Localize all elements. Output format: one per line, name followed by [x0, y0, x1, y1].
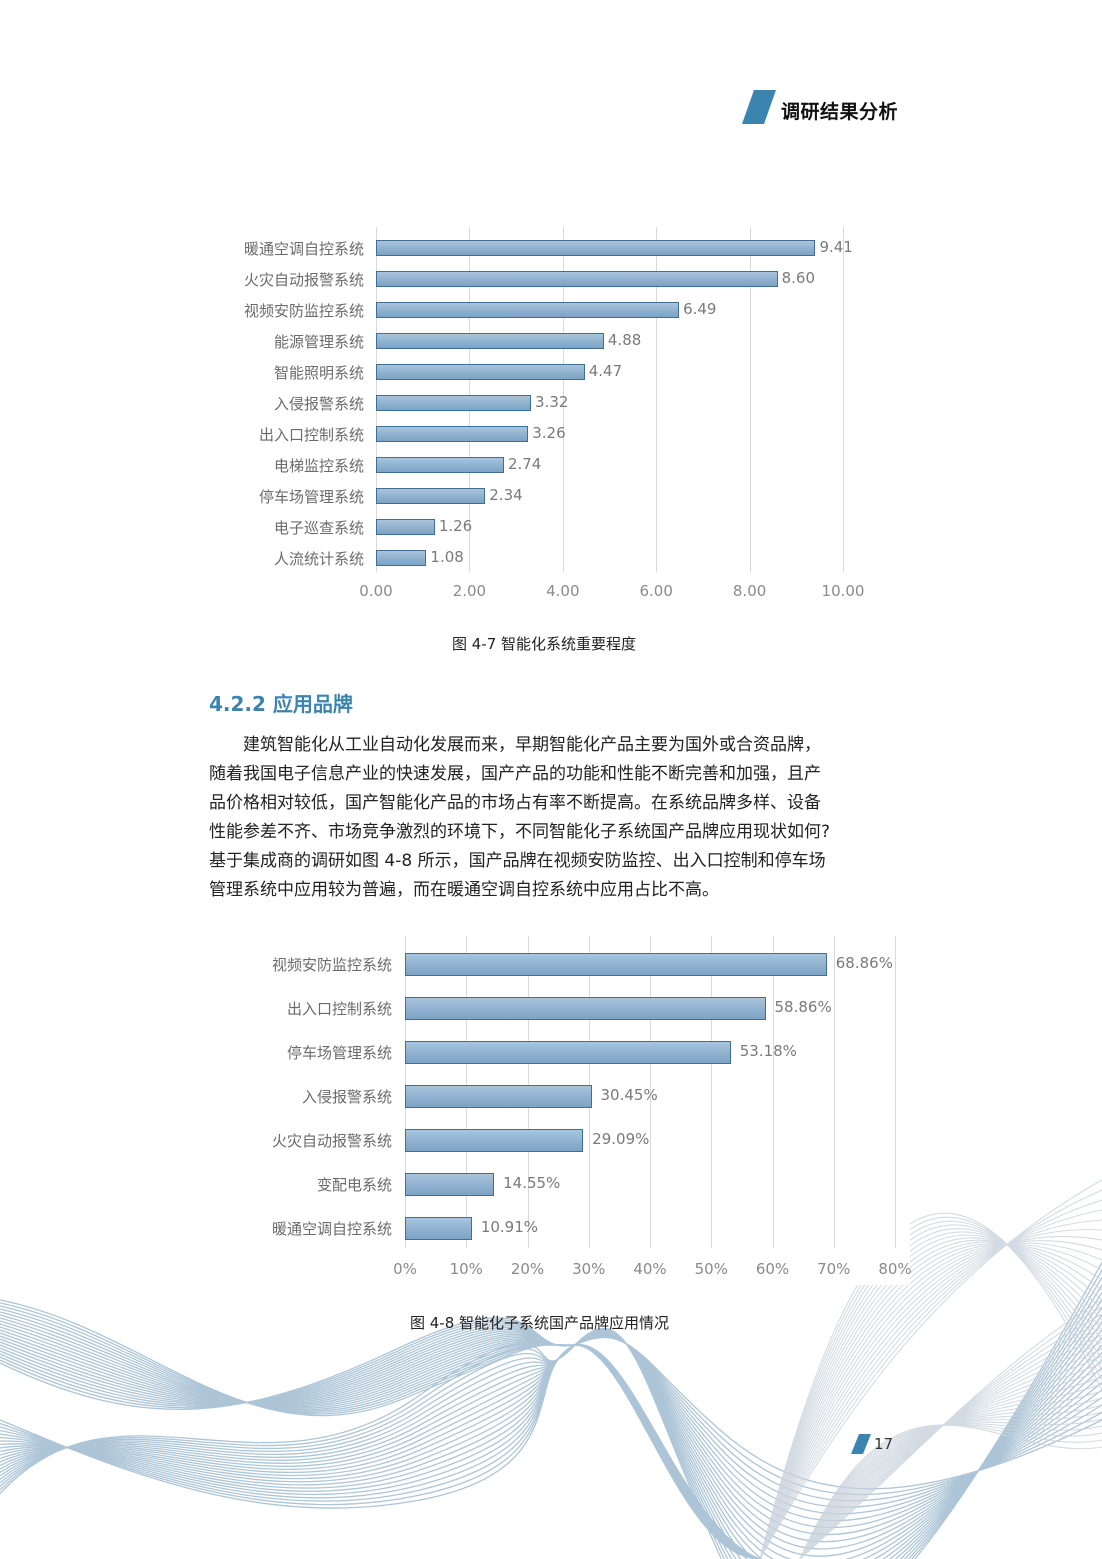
- category-label: 人流统计系统: [273, 550, 364, 568]
- paragraph-line: 基于集成商的调研如图 4-8 所示，国产品牌在视频安防监控、出入口控制和停车场: [209, 851, 826, 871]
- x-axis-tick-label: 30%: [572, 1260, 606, 1278]
- category-label: 出入口控制系统: [258, 426, 364, 444]
- gridline: [749, 226, 751, 572]
- paragraph-line: 建筑智能化从工业自动化发展而来，早期智能化产品主要为国外或合资品牌，: [209, 735, 821, 755]
- bar-value-label: 10.91%: [480, 1218, 539, 1236]
- bar: [376, 271, 778, 287]
- bar-value-label: 4.88: [607, 331, 642, 349]
- category-label: 暖通空调自控系统: [271, 1220, 392, 1238]
- category-label: 暖通空调自控系统: [243, 240, 364, 258]
- category-label: 能源管理系统: [273, 333, 364, 351]
- x-axis-tick-label: 20%: [510, 1260, 545, 1278]
- bar-value-label: 8.60: [781, 269, 816, 287]
- gridline: [833, 936, 835, 1248]
- x-axis-tick-label: 6.00: [639, 582, 673, 600]
- bar-value-label: 14.55%: [503, 1174, 561, 1192]
- bar: [376, 550, 427, 566]
- bar-value-label: 30.45%: [600, 1086, 658, 1104]
- gridline: [711, 936, 713, 1248]
- x-axis-tick-label: 2.00: [452, 582, 487, 600]
- bar-value-label: 6.49: [683, 300, 717, 318]
- bar-value-label: 1.08: [430, 548, 464, 566]
- gridline: [650, 936, 651, 1248]
- x-axis-tick-label: 10.00: [821, 582, 865, 600]
- bar-value-label: 3.32: [535, 393, 569, 411]
- x-axis-tick-label: 60%: [755, 1260, 790, 1278]
- category-label: 出入口控制系统: [286, 1000, 392, 1018]
- bar-value-label: 2.34: [489, 486, 523, 504]
- category-label: 入侵报警系统: [273, 395, 364, 413]
- bar-value-label: 1.26: [438, 517, 473, 535]
- category-label: 智能照明系统: [273, 364, 364, 382]
- gridline: [843, 226, 844, 572]
- bar: [376, 519, 435, 535]
- bar-value-label: 68.86%: [835, 954, 893, 972]
- category-label: 火灾自动报警系统: [271, 1132, 392, 1150]
- category-label: 电子巡查系统: [273, 519, 364, 537]
- x-axis-tick-label: 40%: [633, 1260, 667, 1278]
- bar-value-label: 53.18%: [739, 1042, 797, 1060]
- category-label: 火灾自动报警系统: [243, 271, 364, 289]
- bar: [376, 240, 816, 256]
- x-axis-tick-label: 0.00: [359, 582, 393, 600]
- bar: [405, 1128, 584, 1152]
- bar: [405, 952, 827, 976]
- header-title: 调研结果分析: [781, 101, 899, 123]
- section-heading: 4.2.2 应用品牌: [209, 692, 353, 716]
- bar: [376, 457, 504, 473]
- x-axis-tick-label: 50%: [694, 1260, 728, 1278]
- bar: [405, 1216, 472, 1240]
- bar: [376, 364, 585, 380]
- gridline: [562, 226, 564, 572]
- x-axis-tick-label: 4.00: [546, 582, 580, 600]
- chart-background: [245, 935, 910, 1285]
- body-paragraph: 建筑智能化从工业自动化发展而来，早期智能化产品主要为国外或合资品牌， 随着我国电…: [209, 731, 899, 905]
- gridline: [895, 936, 896, 1248]
- bar: [405, 1040, 731, 1064]
- bar: [405, 996, 766, 1020]
- gridline: [772, 936, 774, 1248]
- x-axis-tick-label: 8.00: [732, 582, 767, 600]
- category-label: 电梯监控系统: [273, 457, 364, 475]
- bar: [376, 302, 680, 318]
- bar-value-label: 3.26: [532, 424, 566, 442]
- category-label: 停车场管理系统: [258, 488, 364, 506]
- bar: [376, 333, 604, 349]
- category-label: 视频安防监控系统: [271, 956, 392, 974]
- bar: [376, 488, 486, 504]
- bar-value-label: 2.74: [507, 455, 542, 473]
- x-axis-tick-label: 80%: [878, 1260, 912, 1278]
- bar: [405, 1084, 592, 1108]
- paragraph-line: 管理系统中应用较为普遍，而在暖通空调自控系统中应用占比不高。: [209, 880, 719, 900]
- category-label: 入侵报警系统: [301, 1088, 392, 1106]
- gridline: [656, 226, 658, 572]
- x-axis-tick-label: 70%: [817, 1260, 851, 1278]
- category-label: 变配电系统: [316, 1176, 392, 1194]
- paragraph-line: 随着我国电子信息产业的快速发展，国产产品的功能和性能不断完善和加强，且产: [209, 764, 821, 784]
- bar: [405, 1172, 495, 1196]
- figure-4-8-caption: 图 4-8 智能化子系统国产品牌应用情况: [410, 1314, 670, 1332]
- page-number-accent-icon: [851, 1434, 871, 1454]
- bar-value-label: 58.86%: [774, 998, 832, 1016]
- paragraph-line: 品价格相对较低，国产智能化产品的市场占有率不断提高。在系统品牌多样、设备: [209, 793, 821, 813]
- x-axis-tick-label: 10%: [449, 1260, 483, 1278]
- bar: [376, 426, 529, 442]
- header-accent-parallelogram-icon: [742, 90, 776, 124]
- bar-value-label: 9.41: [819, 238, 853, 256]
- bar-value-label: 29.09%: [592, 1130, 650, 1148]
- bar: [376, 395, 532, 411]
- category-label: 停车场管理系统: [286, 1044, 392, 1062]
- bar-value-label: 4.47: [588, 362, 623, 380]
- category-label: 视频安防监控系统: [243, 302, 364, 320]
- page-number: 17: [874, 1435, 894, 1453]
- x-axis-tick-label: 0%: [393, 1260, 417, 1278]
- figure-4-7-caption: 图 4-7 智能化系统重要程度: [452, 635, 637, 653]
- paragraph-line: 性能参差不齐、市场竞争激烈的环境下，不同智能化子系统国产品牌应用现状如何?: [209, 822, 831, 842]
